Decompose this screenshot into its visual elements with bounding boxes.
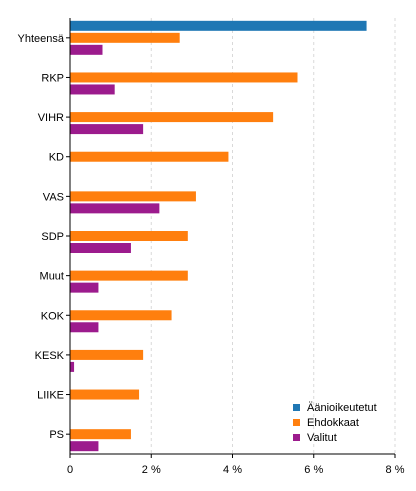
bar-yhteensa-valitut — [70, 44, 103, 55]
category-label-muut: Muut — [40, 271, 64, 283]
bar-kesk-ehdokkaat — [70, 349, 144, 360]
legend-label-aanioikeutetut: Äänioikeutetut — [307, 402, 377, 414]
category-label-sdp: SDP — [41, 231, 64, 243]
category-label-vihr: VIHR — [38, 112, 64, 124]
x-tick-label-0: 0 — [67, 464, 73, 476]
bar-muut-ehdokkaat — [70, 270, 188, 281]
category-label-yhteensa: Yhteensä — [18, 33, 65, 45]
legend-swatch-ehdokkaat — [293, 419, 300, 426]
bar-vas-valitut — [70, 203, 160, 214]
category-labels: Yhteensä RKP VIHR KD VAS SDP Muut KOK KESK LIIKE P… — [18, 33, 65, 441]
x-tick-label-2: 2 % — [142, 464, 161, 476]
bar-kesk-valitut — [70, 361, 75, 372]
bar-kok-valitut — [70, 322, 99, 333]
bars — [70, 20, 367, 452]
bar-yhteensa-aanioikeutetut — [70, 20, 367, 31]
bar-kd-ehdokkaat — [70, 151, 229, 162]
bar-vihr-ehdokkaat — [70, 112, 274, 123]
bar-liike-ehdokkaat — [70, 389, 140, 400]
category-label-ps: PS — [49, 429, 64, 441]
bar-rkp-valitut — [70, 84, 115, 95]
category-label-vas: VAS — [43, 191, 64, 203]
category-label-rkp: RKP — [41, 72, 64, 84]
x-tick-label-6: 6 % — [304, 464, 323, 476]
x-tick-label-8: 8 % — [386, 464, 405, 476]
axes — [66, 18, 396, 458]
legend-label-valitut: Valitut — [307, 432, 337, 444]
bar-ps-valitut — [70, 441, 99, 452]
bar-muut-valitut — [70, 282, 99, 293]
x-tick-label-4: 4 % — [223, 464, 242, 476]
category-label-kok: KOK — [41, 310, 65, 322]
legend-label-ehdokkaat: Ehdokkaat — [307, 417, 359, 429]
bar-rkp-ehdokkaat — [70, 72, 298, 83]
bar-ps-ehdokkaat — [70, 429, 131, 440]
category-label-kesk: KESK — [35, 350, 65, 362]
legend: Äänioikeutetut Ehdokkaat Valitut — [293, 402, 377, 444]
bar-kok-ehdokkaat — [70, 310, 172, 321]
bar-vas-ehdokkaat — [70, 191, 196, 202]
x-tick-labels: 0 2 % 4 % 6 % 8 % — [67, 464, 405, 476]
category-label-liike: LIIKE — [37, 390, 64, 402]
legend-swatch-aanioikeutetut — [293, 404, 300, 411]
bar-vihr-valitut — [70, 124, 144, 135]
category-label-kd: KD — [49, 152, 64, 164]
bar-sdp-ehdokkaat — [70, 231, 188, 241]
bar-yhteensa-ehdokkaat — [70, 32, 180, 43]
legend-swatch-valitut — [293, 434, 300, 441]
bar-sdp-valitut — [70, 243, 131, 253]
